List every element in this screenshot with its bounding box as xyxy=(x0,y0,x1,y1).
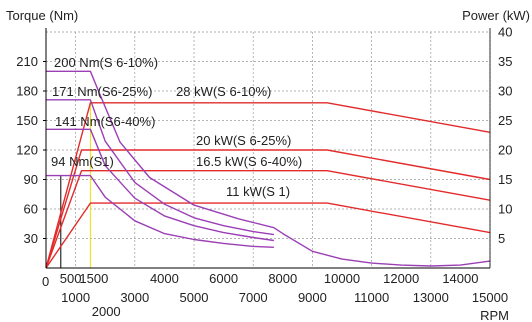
left-tick-label: 210 xyxy=(16,54,38,69)
x-tick-label-lower: 1000 xyxy=(61,290,90,305)
power-series-line xyxy=(45,169,491,269)
label-series-171nm: 171 Nm(S6-25%) xyxy=(52,84,152,99)
x-tick-label-upper: 4000 xyxy=(150,271,179,286)
power-series-line xyxy=(45,102,491,269)
torque-series-line xyxy=(46,70,491,267)
x-tick-label-lower: 3000 xyxy=(120,290,149,305)
power-series-line xyxy=(45,202,491,269)
left-tick-label: 60 xyxy=(24,202,38,217)
label-series-94nm: 94 Nm(S1) xyxy=(51,154,114,169)
x-tick-label-upper: 6000 xyxy=(209,271,238,286)
x-tick-label-lower: 7000 xyxy=(239,290,268,305)
x-tick-label-upper: 8000 xyxy=(268,271,297,286)
x-tick-label-lower: 0 xyxy=(42,274,49,289)
x-tick-label-lower: 9000 xyxy=(298,290,327,305)
right-tick-label: 30 xyxy=(498,84,512,99)
right-tick-label: 20 xyxy=(498,143,512,158)
left-tick-label: 120 xyxy=(16,143,38,158)
torque-series-line xyxy=(46,174,274,248)
label-series-141nm: 141 Nm(S6-40%) xyxy=(55,114,155,129)
label-series-20kw: 20 kW(S 6-25%) xyxy=(196,133,291,148)
x-tick-label-upper: 500 xyxy=(60,271,82,286)
left-tick-label: 150 xyxy=(16,113,38,128)
right-tick-label: 25 xyxy=(498,113,512,128)
tick-labels: 3060901201501802105101520253035405001500… xyxy=(16,25,512,320)
x-tick-label-lower: 5000 xyxy=(180,290,209,305)
right-axis-title: Power (kW) xyxy=(462,8,530,23)
torque-series-line xyxy=(46,99,275,236)
x-tick-label-upper: 12000 xyxy=(383,271,419,286)
x-tick-label-extra: 2000 xyxy=(92,304,121,319)
power-series-line xyxy=(45,149,491,269)
left-axis-title: Torque (Nm) xyxy=(6,8,78,23)
right-tick-label: 5 xyxy=(498,231,505,246)
label-series-16-5kw: 16.5 kW(S 6-40%) xyxy=(196,154,302,169)
right-tick-label: 35 xyxy=(498,54,512,69)
x-tick-label-lower: 15000 xyxy=(472,290,508,305)
x-tick-label-lower: 13000 xyxy=(413,290,449,305)
label-series-11kw: 11 kW(S 1) xyxy=(226,184,290,199)
x-tick-label-upper: 14000 xyxy=(442,271,478,286)
series-lines xyxy=(45,70,491,269)
axes xyxy=(43,28,491,269)
x-axis-title: RPM xyxy=(480,308,509,322)
x-tick-label-lower: 11000 xyxy=(354,290,389,305)
torque-series-line xyxy=(46,128,275,242)
right-tick-label: 15 xyxy=(498,172,512,187)
left-tick-label: 30 xyxy=(24,231,38,246)
grid xyxy=(46,31,491,268)
label-series-28kw: 28 kW(S 6-10%) xyxy=(176,84,271,99)
x-tick-label-upper: 1500 xyxy=(79,271,108,286)
x-tick-label-upper: 10000 xyxy=(324,271,360,286)
right-tick-label: 10 xyxy=(498,202,512,217)
right-tick-label: 40 xyxy=(498,25,512,40)
left-tick-label: 180 xyxy=(16,84,38,99)
label-series-200nm: 200 Nm(S 6-10%) xyxy=(54,55,158,70)
left-tick-label: 90 xyxy=(24,172,38,187)
